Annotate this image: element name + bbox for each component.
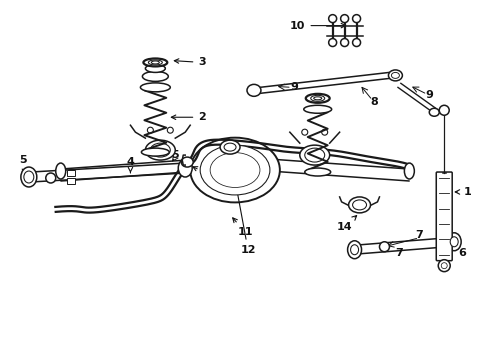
Text: 7: 7 bbox=[395, 248, 403, 258]
Ellipse shape bbox=[306, 94, 330, 103]
Ellipse shape bbox=[314, 97, 322, 100]
Ellipse shape bbox=[450, 237, 458, 247]
Circle shape bbox=[439, 105, 449, 115]
Text: 11: 11 bbox=[233, 218, 253, 237]
Ellipse shape bbox=[304, 105, 332, 113]
Ellipse shape bbox=[353, 200, 367, 210]
Ellipse shape bbox=[143, 71, 168, 81]
Ellipse shape bbox=[311, 95, 325, 101]
Ellipse shape bbox=[190, 138, 280, 202]
Ellipse shape bbox=[348, 197, 370, 213]
Ellipse shape bbox=[210, 153, 260, 188]
Ellipse shape bbox=[200, 145, 270, 195]
Circle shape bbox=[379, 242, 390, 252]
Circle shape bbox=[353, 39, 361, 46]
Circle shape bbox=[329, 15, 337, 23]
Ellipse shape bbox=[142, 148, 169, 156]
Ellipse shape bbox=[24, 171, 34, 183]
Ellipse shape bbox=[300, 145, 330, 165]
Ellipse shape bbox=[141, 83, 171, 92]
Ellipse shape bbox=[392, 72, 399, 78]
Ellipse shape bbox=[224, 143, 236, 151]
Ellipse shape bbox=[429, 108, 439, 116]
Ellipse shape bbox=[305, 148, 325, 162]
Circle shape bbox=[438, 260, 450, 272]
Ellipse shape bbox=[178, 159, 192, 177]
Text: 1: 1 bbox=[455, 187, 471, 197]
Ellipse shape bbox=[150, 143, 171, 157]
Ellipse shape bbox=[305, 168, 331, 176]
Ellipse shape bbox=[21, 167, 37, 187]
Ellipse shape bbox=[146, 140, 175, 160]
Ellipse shape bbox=[146, 64, 165, 72]
Ellipse shape bbox=[389, 70, 402, 81]
Text: 5: 5 bbox=[19, 155, 26, 173]
Text: 8: 8 bbox=[370, 97, 378, 107]
Text: 9: 9 bbox=[425, 90, 433, 100]
Ellipse shape bbox=[220, 140, 240, 154]
Ellipse shape bbox=[151, 61, 159, 64]
Circle shape bbox=[322, 129, 328, 135]
Circle shape bbox=[341, 15, 348, 23]
Text: 6: 6 bbox=[455, 243, 466, 258]
Ellipse shape bbox=[347, 241, 362, 259]
FancyBboxPatch shape bbox=[67, 170, 74, 176]
Circle shape bbox=[329, 39, 337, 46]
Text: 4: 4 bbox=[126, 157, 134, 173]
Text: 5: 5 bbox=[172, 150, 179, 160]
Text: 7: 7 bbox=[416, 230, 423, 240]
Ellipse shape bbox=[247, 84, 261, 96]
Ellipse shape bbox=[148, 60, 162, 65]
Text: 13: 13 bbox=[193, 167, 218, 180]
Text: 14: 14 bbox=[337, 216, 357, 232]
Text: 9: 9 bbox=[291, 82, 299, 93]
Text: 2: 2 bbox=[172, 112, 206, 122]
Ellipse shape bbox=[447, 233, 461, 251]
Ellipse shape bbox=[404, 163, 415, 179]
Circle shape bbox=[302, 129, 308, 135]
Ellipse shape bbox=[350, 245, 359, 255]
FancyBboxPatch shape bbox=[67, 178, 74, 184]
Circle shape bbox=[441, 263, 447, 269]
Circle shape bbox=[353, 15, 361, 23]
Ellipse shape bbox=[56, 163, 66, 179]
Text: 12: 12 bbox=[229, 157, 256, 255]
Ellipse shape bbox=[181, 157, 193, 167]
Circle shape bbox=[46, 173, 56, 183]
FancyBboxPatch shape bbox=[436, 172, 452, 261]
Circle shape bbox=[147, 127, 153, 133]
Ellipse shape bbox=[144, 58, 167, 67]
Text: 10: 10 bbox=[290, 21, 345, 31]
Text: 3: 3 bbox=[174, 58, 206, 67]
Circle shape bbox=[167, 127, 173, 133]
Circle shape bbox=[341, 39, 348, 46]
